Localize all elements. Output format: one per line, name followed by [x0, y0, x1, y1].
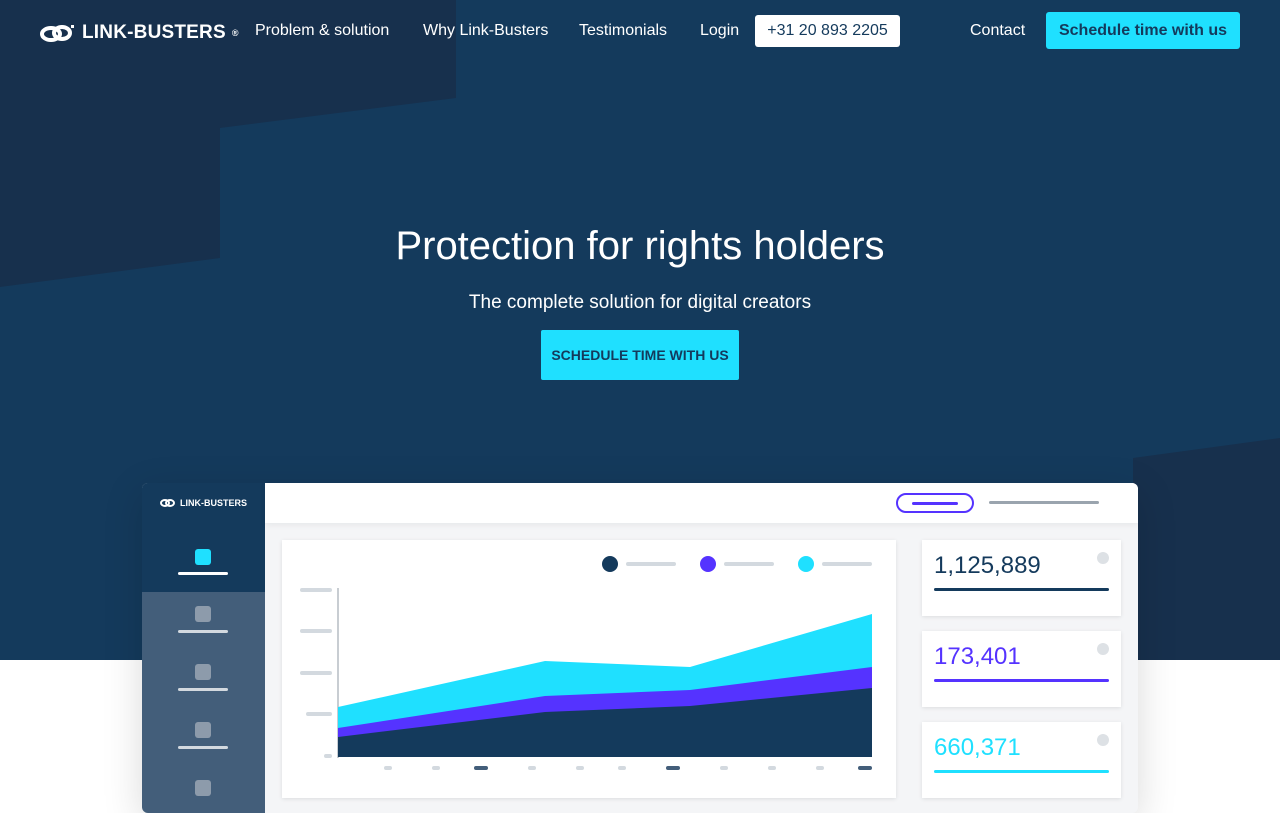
sidebar-icon: [195, 549, 211, 565]
registered-mark: ®: [231, 28, 239, 38]
top-nav: LINK-BUSTERS ® Problem & solution Why Lin…: [0, 0, 1280, 64]
nav-testimonials[interactable]: Testimonials: [579, 22, 668, 39]
hero-cta-button[interactable]: SCHEDULE TIME WITH US: [541, 330, 739, 380]
nav-problem-solution[interactable]: Problem & solution: [255, 22, 390, 39]
logo[interactable]: LINK-BUSTERS ®: [40, 22, 239, 44]
mini-logo: LINK-BUSTERS: [159, 498, 247, 508]
stat-card: 1,125,889: [922, 540, 1121, 616]
schedule-button[interactable]: Schedule time with us: [1046, 12, 1240, 49]
chain-link-icon: [160, 499, 175, 507]
hero-subtitle: The complete solution for digital creato…: [468, 292, 812, 313]
sidebar-icon: [195, 722, 211, 738]
sidebar-icon: [195, 664, 211, 680]
stat-card: 660,371: [922, 722, 1121, 798]
dashboard-topbar: [265, 483, 1138, 523]
stat-card: 173,401: [922, 631, 1121, 707]
nav-contact[interactable]: Contact: [970, 22, 1026, 39]
hero-title: Protection for rights holders: [395, 224, 885, 268]
sidebar-icon: [195, 780, 211, 796]
phone-button[interactable]: +31 20 893 2205: [755, 15, 900, 47]
brand-name: LINK-BUSTERS: [82, 22, 226, 43]
sidebar-icon: [195, 606, 211, 622]
area-chart: [300, 556, 872, 770]
chain-link-icon: [40, 25, 74, 42]
dashboard-sidebar: LINK-BUSTERS: [142, 483, 265, 813]
dashboard-illustration: LINK-BUSTERS 1,125,889 173,401: [142, 483, 1138, 813]
area-navy: [338, 688, 872, 757]
nav-why-link-busters[interactable]: Why Link-Busters: [423, 22, 549, 39]
background-shape: [0, 0, 1280, 660]
chart-card: [282, 540, 896, 798]
pill-toggle: [896, 493, 974, 513]
nav-login[interactable]: Login: [700, 22, 740, 39]
